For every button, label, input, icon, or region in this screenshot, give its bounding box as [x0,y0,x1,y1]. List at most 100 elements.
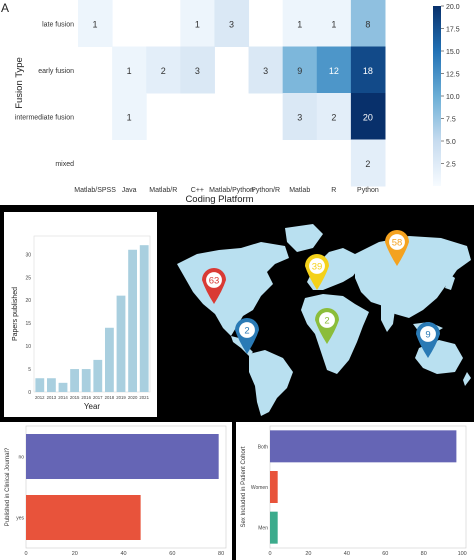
bar-x-tick: 2013 [47,395,57,400]
hbar-x-tick: 40 [344,551,350,557]
hbar-x-tick: 40 [120,551,126,557]
heatmap-cell [316,93,352,140]
map-pin-count: 39 [312,262,323,273]
heatmap-cell [78,0,113,47]
heatmap-x-label: Coding Platform [185,194,253,205]
greenland-landmass [285,224,323,252]
colorbar [433,6,441,186]
world-map-panel: 63 2 39 2 58 9 [157,212,474,417]
north-america-landmass [177,242,289,336]
heatmap-cell-label: 20 [363,112,373,122]
clinical-journal-chart: 020406080noyesNumber of PapersPublished … [5,425,227,557]
heatmap-x-tick: Matlab [289,187,310,194]
heatmap-cell [248,46,284,94]
hbar-bar [26,434,219,479]
heatmap-y-tick: mixed [55,161,74,168]
map-pins: 63 2 39 2 58 9 [202,230,440,358]
hbar-x-tick: 0 [268,551,271,557]
heatmap-cell-label: 3 [195,66,200,76]
bar-y-tick: 15 [25,321,31,327]
heatmap-cell-label: 1 [297,19,302,29]
heatmap-x-tick: R [331,187,336,194]
year-bar [104,327,114,392]
heatmap-cell-label: 3 [229,19,234,29]
africa-landmass [301,294,369,374]
heatmap-x-tick: Matlab/R [149,187,177,194]
heatmap-cell [316,46,352,94]
year-bar [58,382,68,392]
heatmap-cell-label: 1 [331,19,336,29]
bar-y-label: Papers published [12,287,19,341]
year-bar [81,369,91,392]
map-pin: 39 [305,254,329,290]
year-bar [35,378,45,392]
heatmap-cell-label: 2 [161,66,166,76]
heatmap-cell [180,0,215,47]
sex-included-panel: 020406080100BothWomenMenNumber of Papers… [236,422,474,560]
hbar-y-tick: no [18,455,24,461]
map-pin-center [239,322,255,338]
colorbar-tick-label: 5.0 [446,139,456,146]
map-pin-count: 58 [392,238,403,249]
heatmap-cell [350,139,386,187]
hbar-bar [270,430,457,463]
heatmap-cell [112,93,147,140]
india-landmass [381,304,395,332]
heatmap-cell-label: 2 [365,159,370,169]
hbar-x-tick: 100 [458,551,467,557]
heatmap-cell [282,46,318,94]
hbar-bar [270,511,278,544]
heatmap-x-tick: Matlab/SPSS [74,187,116,194]
hbar-x-tick: 0 [24,551,27,557]
colorbar-tick-label: 12.5 [446,72,460,79]
bar-x-tick: 2018 [105,395,115,400]
hbar-x-tick: 20 [305,551,311,557]
hbar-x-tick: 60 [382,551,388,557]
hbar-y-tick: Women [251,485,268,491]
year-bar [128,249,138,392]
heatmap-panel: A 1 1 3 1 1 8 1 2 3 3 9 12 18 1 3 2 20 2 late fusion early f… [0,0,474,205]
hbar-y-tick: yes [16,516,24,522]
bar-y-tick: 0 [28,390,31,396]
heatmap-cell-label: 1 [93,19,98,29]
map-pin-center [206,272,222,288]
map-pin-center [319,312,335,328]
bar-y-tick: 10 [25,344,31,350]
bar-x-tick: 2014 [58,395,68,400]
map-pin-center [389,234,405,250]
map-pin: 2 [315,308,339,344]
heatmap-cell [180,46,215,94]
heatmap-cell-label: 3 [297,112,302,122]
map-pin-center [309,258,325,274]
heatmap-cell [282,0,318,47]
bar-y-tick: 25 [25,275,31,281]
year-bar [139,245,149,392]
bar-x-tick: 2019 [116,395,126,400]
world-map: 63 2 39 2 58 9 [177,224,471,416]
heatmap-cell-label: 18 [363,66,373,76]
heatmap-y-label: Fusion Type [14,57,25,109]
colorbar-tick-label: 10.0 [446,94,460,101]
heatmap-y-tick: early fusion [38,68,74,75]
heatmap-cell-label: 12 [329,66,339,76]
map-pin: 9 [416,322,440,358]
year-bar [116,295,126,392]
heatmap-x-tick: Matlab/Python [209,187,254,194]
bar-x-tick: 2012 [35,395,45,400]
heatmap-cell-label: 1 [195,19,200,29]
bar-x-tick: 2016 [81,395,91,400]
map-pin-center [420,326,436,342]
panel-letter: A [1,1,9,15]
hbar-x-tick: 80 [218,551,224,557]
year-bar [70,369,80,392]
bar-plot-frame [33,235,151,393]
hbar-bar [270,471,278,503]
hbar-y-tick: Both [258,444,269,450]
heatmap-cell [316,0,352,47]
papers-per-year-panel: 0 5 10 15 20 25 30 2012 2013 2014 2015 2016 2017 2018… [4,212,157,417]
japan-landmass [445,274,455,290]
heatmap-cell [146,46,181,94]
heatmap-x-tick: Java [122,187,137,194]
map-pin: 58 [385,230,409,266]
colorbar-tick-label: 7.5 [446,117,456,124]
